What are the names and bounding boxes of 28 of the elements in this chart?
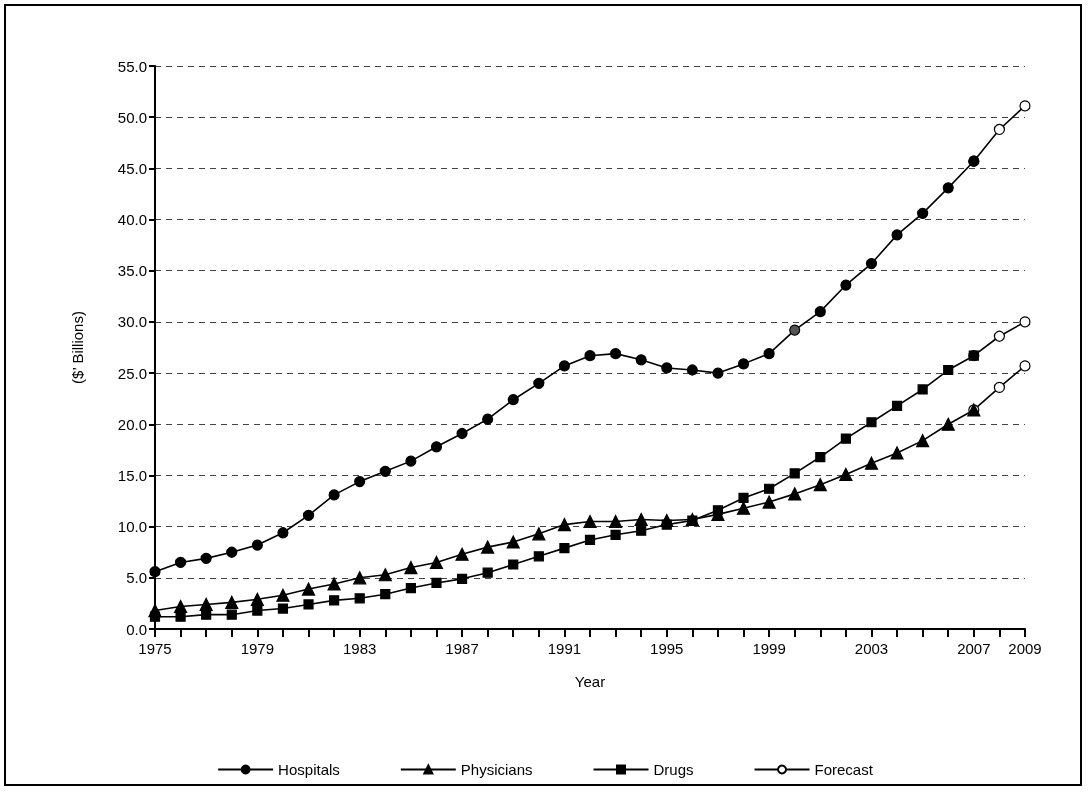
x-tick-label: 1999 [752,640,786,657]
x-tick-label: 1979 [240,640,275,657]
y-tick-label: 35.0 [117,262,147,280]
x-tick-label: 1987 [445,640,479,657]
legend-label: Forecast [814,761,874,778]
y-tick-label: 5.0 [126,569,147,587]
y-tick-label: 30.0 [117,313,147,331]
y-tick-label: 20.0 [117,415,147,433]
y-tick-label: 0.0 [126,620,147,638]
y-tick-label: 15.0 [117,466,147,484]
x-tick-label: 2003 [854,640,889,657]
y-tick-label: 55.0 [117,57,147,75]
legend-label: Drugs [653,761,694,778]
legend-label: Hospitals [278,761,340,778]
x-tick-label: 2007 [957,640,991,657]
y-tick-label: 45.0 [117,159,147,177]
x-axis-title: Year [574,673,606,690]
y-tick-label: 40.0 [117,211,147,229]
y-tick-label: 25.0 [117,364,147,382]
y-tick-label: 50.0 [117,108,147,126]
legend-label: Physicians [460,761,533,778]
x-tick-label: 1983 [343,640,377,657]
y-tick-label: 10.0 [117,518,147,536]
x-tick-label: 2009 [1008,640,1042,657]
y-axis-title: ($’ Billions) [69,311,86,384]
x-tick-label: 1975 [138,640,172,657]
x-tick-label: 1995 [650,640,684,657]
x-tick-label: 1991 [547,640,582,657]
